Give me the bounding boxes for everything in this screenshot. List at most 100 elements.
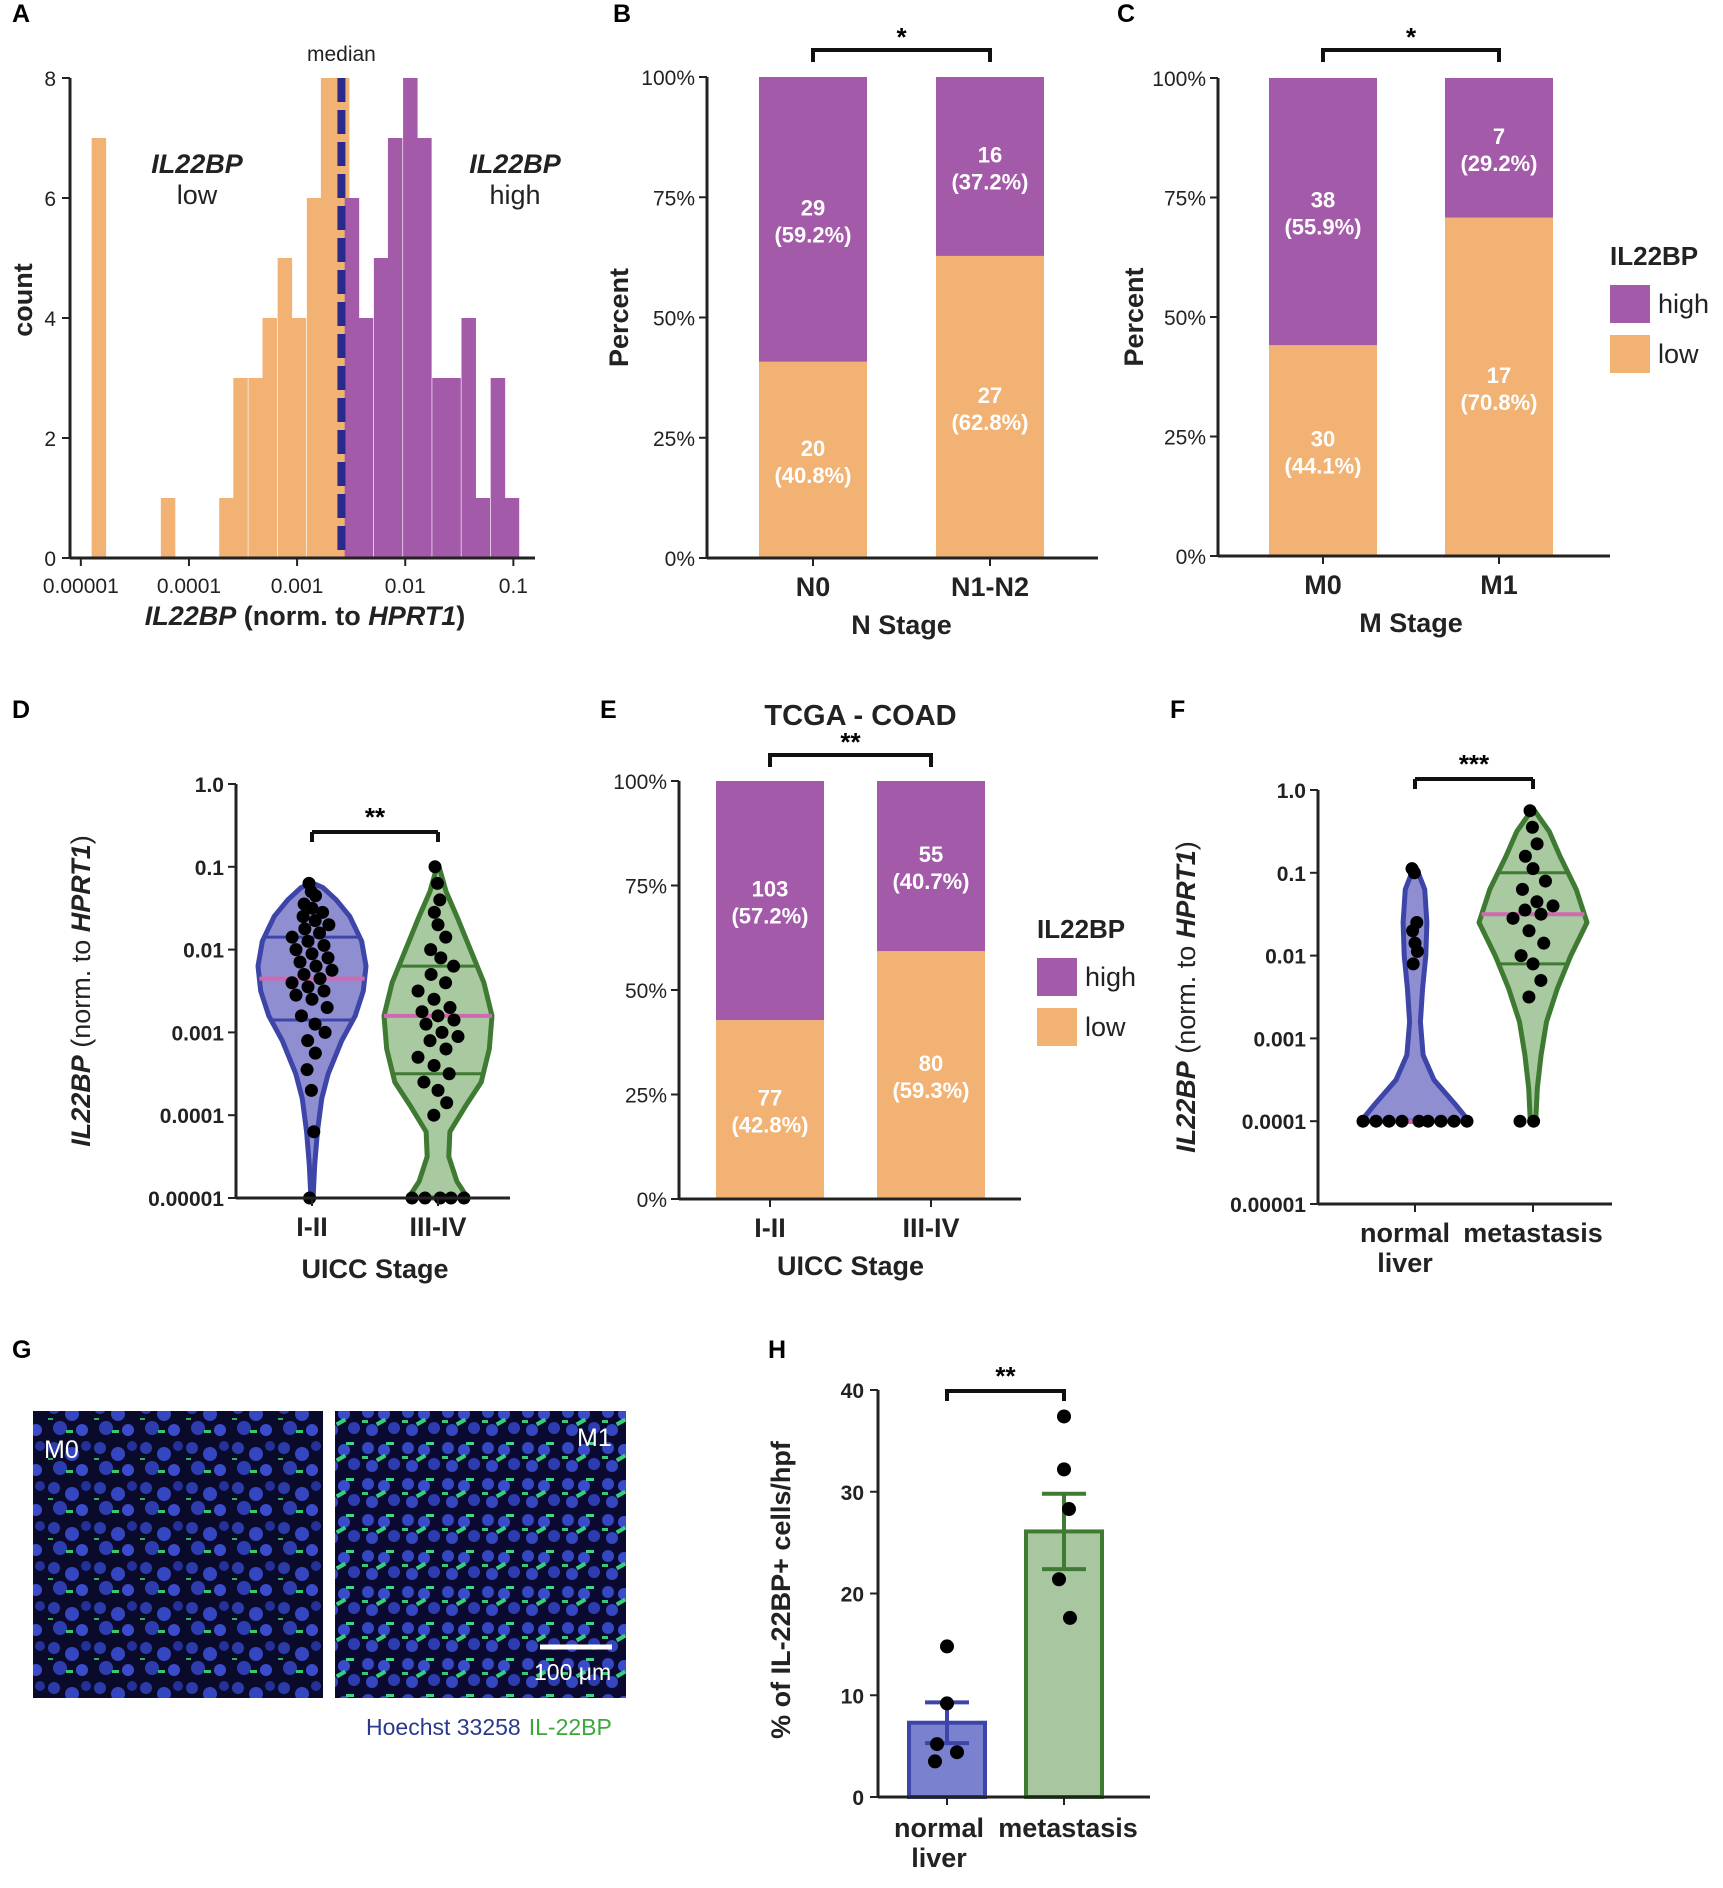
data-point — [928, 1754, 942, 1769]
data-point — [285, 930, 299, 944]
data-point — [443, 1001, 457, 1015]
data-point — [307, 1125, 321, 1139]
data-point — [325, 963, 339, 977]
data-point — [1406, 924, 1420, 938]
bar-pct-high: (37.2%) — [951, 169, 1028, 194]
panel-d-violin: 0.00001 0.0001 0.001 0.01 0.1 1.0 I-II III-IV **… — [66, 774, 510, 1284]
y-tick-label: 10 — [841, 1685, 864, 1708]
legend-swatch-low — [1610, 335, 1650, 373]
bar-count-low: 30 — [1311, 427, 1335, 452]
y-axis-title-part: (norm. to — [1171, 938, 1201, 1061]
annotation-low-gene: IL22BP — [151, 149, 244, 179]
annotation-high-level: high — [489, 180, 540, 210]
data-point — [417, 1075, 431, 1089]
stacked-bar-high — [716, 781, 824, 1021]
data-point — [440, 1096, 454, 1110]
bar-pct-high: (40.7%) — [892, 869, 969, 894]
data-point — [1514, 949, 1528, 963]
data-point — [1052, 1572, 1066, 1587]
hist-bar-low — [248, 378, 263, 558]
scale-bar-label: 100 μm — [534, 1659, 611, 1685]
panel-e-stacked-bar: 77(42.8%) 103(57.2%) I-II 80(59.3%) 55(40.7%… — [613, 700, 1136, 1281]
x-category-label: metastasis — [1463, 1218, 1603, 1248]
panel-label-b: B — [613, 0, 631, 28]
data-point — [305, 992, 319, 1006]
hist-bar-high — [490, 378, 506, 558]
y-axis-title: Percent — [604, 268, 634, 367]
panel-f-violin: 0.00001 0.0001 0.001 0.01 0.1 1.0 normalliverm… — [1171, 749, 1612, 1278]
data-point — [427, 992, 441, 1006]
y-axis-title: Percent — [1119, 267, 1149, 366]
y-tick-label: 40 — [841, 1380, 864, 1403]
stacked-bar-low — [936, 255, 1044, 558]
hist-bar-low — [219, 498, 234, 558]
stain-caption-il22bp: IL-22BP — [529, 1714, 612, 1740]
stain-caption-hoechst: Hoechst 33258 — [366, 1714, 521, 1740]
bar-pct-low: (59.3%) — [892, 1078, 969, 1103]
x-axis-title-part: ) — [456, 601, 465, 631]
data-point — [451, 1030, 465, 1044]
bar-count-low: 27 — [978, 383, 1002, 408]
y-axis-title: IL22BP (norm. to HPRT1) — [1171, 841, 1201, 1153]
data-point — [301, 934, 315, 948]
stacked-bar-low — [877, 951, 985, 1199]
data-point — [431, 1083, 445, 1097]
y-tick-label: 50% — [653, 308, 695, 331]
x-category-label: I-II — [296, 1212, 328, 1242]
y-tick-label: 0.1 — [195, 857, 225, 880]
data-point — [1527, 1114, 1541, 1128]
legend-label-low: low — [1658, 339, 1699, 369]
stacked-bar-low — [759, 361, 867, 558]
y-tick-label: 8 — [44, 68, 56, 91]
data-point — [419, 1017, 433, 1031]
data-point — [1537, 936, 1551, 950]
y-tick-label: 100% — [1152, 68, 1206, 91]
bar-pct-low: (44.1%) — [1284, 454, 1361, 479]
hist-bar-high — [344, 198, 360, 558]
y-axis-title: % of IL-22BP+ cells/hpf — [766, 1440, 796, 1739]
data-point — [1518, 849, 1532, 863]
stacked-bar-low — [1445, 217, 1553, 557]
data-point — [415, 1005, 429, 1019]
data-point — [294, 1009, 308, 1023]
data-point — [431, 918, 445, 932]
stacked-bar-high — [877, 781, 985, 952]
y-tick-label: 0.0001 — [160, 1105, 225, 1128]
x-category-label: M1 — [1480, 570, 1518, 600]
panel-c-stacked-bar: 30(44.1%) 38(55.9%) M0 17(70.8%) 7(29.2%) M1 0… — [1119, 22, 1709, 638]
bar-count-high: 38 — [1311, 188, 1335, 213]
data-point — [289, 943, 303, 957]
data-point — [930, 1737, 944, 1752]
data-point — [427, 905, 441, 919]
x-category-label: N1-N2 — [951, 572, 1029, 602]
data-point — [1526, 957, 1540, 971]
y-tick-label: 0.1 — [1277, 863, 1307, 886]
y-tick-label: 0% — [1176, 546, 1206, 569]
significance-marker: ** — [995, 1361, 1016, 1391]
bar-count-high: 55 — [919, 842, 943, 867]
stacked-bar-low — [1269, 345, 1377, 556]
y-axis-title: count — [8, 263, 38, 337]
hist-bar-high — [417, 138, 432, 558]
data-point — [439, 976, 453, 990]
panel-label-d: D — [12, 696, 30, 724]
panel-label-e: E — [600, 696, 617, 724]
hist-bar-high — [373, 258, 389, 558]
data-point — [1057, 1462, 1071, 1477]
data-point — [1421, 1114, 1435, 1128]
significance-marker: ** — [840, 727, 861, 757]
y-tick-label: 0 — [852, 1787, 864, 1810]
panel-label-f: F — [1170, 696, 1185, 724]
bar-pct-low: (62.8%) — [951, 410, 1028, 435]
panel-g-microscopy: M0 M1 100 μm Hoechst 33258 IL-22BP — [33, 1411, 626, 1740]
x-axis-title-part: IL22BP — [145, 601, 238, 631]
x-category-label: metastasis — [998, 1813, 1138, 1843]
data-point — [435, 1025, 449, 1039]
data-point — [1063, 1610, 1077, 1625]
significance-bracket — [945, 1389, 1066, 1401]
data-point — [1406, 957, 1420, 971]
bar-count-high: 29 — [801, 195, 825, 220]
data-point — [1525, 820, 1539, 834]
hist-bar-high — [432, 378, 447, 558]
y-tick-label: 50% — [625, 980, 667, 1003]
